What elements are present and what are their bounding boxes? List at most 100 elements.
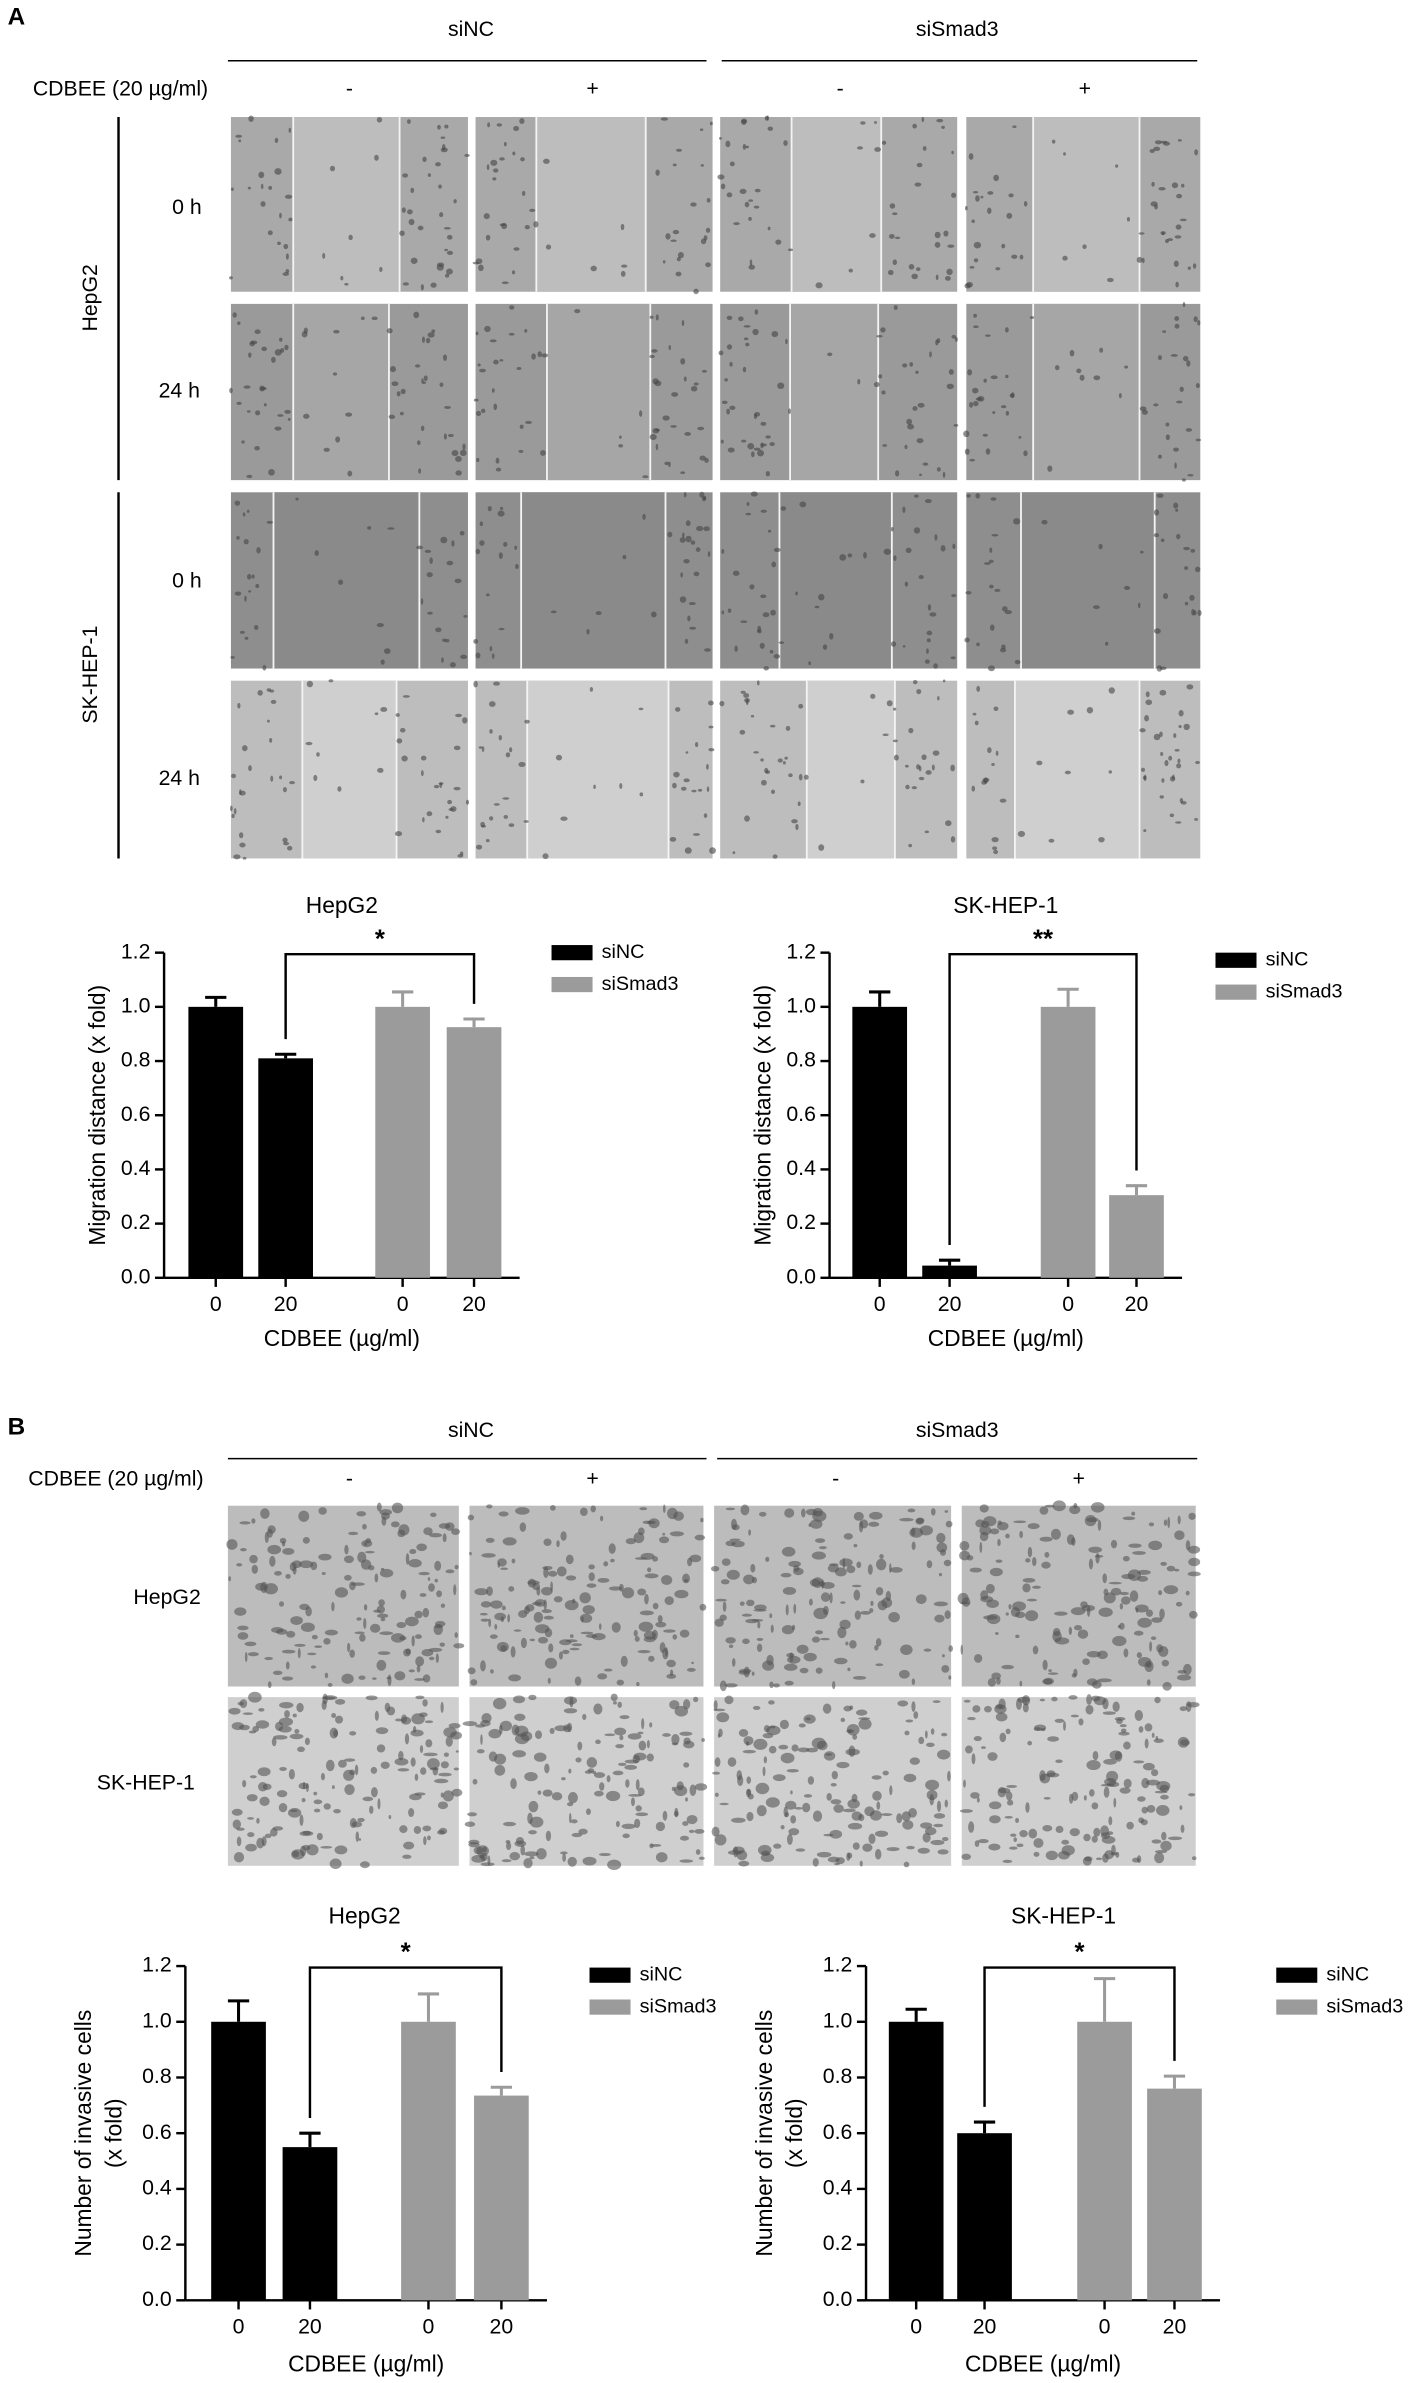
cell xyxy=(511,1724,520,1736)
cell xyxy=(386,328,393,334)
cell xyxy=(682,532,685,538)
group-label: siSmad3 xyxy=(916,17,999,41)
cell xyxy=(757,1844,772,1856)
cell xyxy=(499,157,505,161)
cell xyxy=(725,140,731,148)
cell xyxy=(766,115,770,121)
cell xyxy=(1093,375,1101,381)
bar xyxy=(1040,1006,1096,1278)
cell xyxy=(271,1737,277,1747)
cell xyxy=(706,763,709,770)
cell xyxy=(1042,1678,1053,1685)
cell xyxy=(356,1617,362,1621)
cell xyxy=(260,201,266,207)
cell xyxy=(446,234,453,240)
cell xyxy=(371,316,378,321)
cell xyxy=(1039,1773,1051,1784)
cell xyxy=(610,1693,618,1702)
cell xyxy=(414,1634,422,1639)
cell xyxy=(831,1770,838,1780)
cell xyxy=(693,382,699,386)
cell xyxy=(1062,255,1068,261)
cell xyxy=(1157,355,1163,361)
cell xyxy=(582,1713,587,1721)
cell xyxy=(799,501,807,508)
cell xyxy=(594,1790,604,1797)
cell xyxy=(1080,1601,1088,1609)
cell xyxy=(689,1784,697,1796)
cell xyxy=(925,1779,940,1791)
cell xyxy=(1144,1723,1153,1732)
cell xyxy=(1167,1836,1183,1841)
cell xyxy=(899,1517,914,1522)
bar xyxy=(922,1265,977,1278)
cell xyxy=(987,665,995,672)
y-tick-label: 1.2 xyxy=(786,939,816,963)
cell xyxy=(418,468,422,474)
cell xyxy=(556,1540,560,1548)
cell xyxy=(356,1511,367,1517)
y-tick-label: 1.0 xyxy=(142,2008,172,2032)
cell xyxy=(540,449,546,456)
cell xyxy=(550,1505,556,1511)
cell xyxy=(274,1571,282,1576)
cell xyxy=(1017,830,1026,838)
cell xyxy=(791,819,798,824)
cell xyxy=(239,1699,248,1709)
cell xyxy=(1163,1585,1179,1595)
cell xyxy=(481,408,486,414)
bar xyxy=(446,1027,502,1278)
cell xyxy=(829,1592,833,1604)
cell xyxy=(936,1542,948,1553)
cell xyxy=(409,1793,422,1801)
cell xyxy=(1004,610,1012,615)
cell xyxy=(1063,152,1066,156)
cell xyxy=(979,1504,989,1513)
cell xyxy=(969,401,974,408)
cell xyxy=(331,1713,337,1719)
cell xyxy=(1010,1833,1017,1837)
cell xyxy=(745,145,749,149)
cell xyxy=(679,1859,694,1863)
cell xyxy=(759,1511,767,1517)
cell xyxy=(1146,1679,1151,1686)
cell xyxy=(684,847,692,854)
cell xyxy=(1162,1681,1172,1691)
cell xyxy=(762,1660,775,1671)
cell xyxy=(236,1563,243,1567)
y-axis-label: Migration distance (x fold) xyxy=(749,985,775,1246)
cell xyxy=(419,1593,427,1597)
cell xyxy=(933,663,938,669)
cell xyxy=(543,1566,549,1578)
cell xyxy=(989,1815,1001,1824)
cell xyxy=(344,1758,356,1762)
cell xyxy=(365,1550,375,1554)
cell xyxy=(1116,1718,1123,1725)
cell xyxy=(746,1776,752,1784)
cell xyxy=(773,1843,782,1849)
cell xyxy=(892,707,897,711)
cell xyxy=(290,1616,303,1625)
cell xyxy=(462,1721,478,1727)
cell xyxy=(476,457,480,463)
cell xyxy=(922,146,927,151)
sign: - xyxy=(837,76,844,100)
cell xyxy=(261,1836,267,1847)
cell xyxy=(406,119,411,124)
cell xyxy=(763,1756,768,1764)
cell xyxy=(852,1675,867,1680)
cell xyxy=(638,1527,645,1536)
legend-label: siNC xyxy=(1266,948,1309,970)
cell xyxy=(1054,1718,1065,1723)
significance-label: * xyxy=(1074,1939,1085,1967)
cell xyxy=(622,1833,630,1839)
cell xyxy=(430,282,437,288)
cell xyxy=(272,1826,284,1831)
cell xyxy=(513,125,520,132)
cell xyxy=(560,1851,568,1855)
cell xyxy=(329,165,336,172)
cell xyxy=(701,1737,705,1743)
cell xyxy=(569,1812,572,1824)
cell xyxy=(733,222,740,226)
cell xyxy=(942,679,946,683)
